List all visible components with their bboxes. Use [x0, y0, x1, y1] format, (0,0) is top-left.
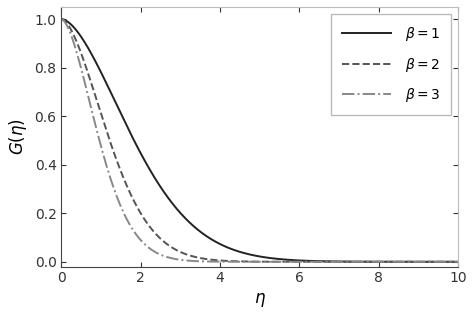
$\beta=3$ — [444, 260, 449, 264]
Legend: $\beta=1$, $\beta=2$, $\beta=3$: $\beta=1$, $\beta=2$, $\beta=3$ — [331, 14, 451, 115]
$\beta=3$ — [456, 260, 461, 264]
$\beta=3$ — [371, 260, 377, 264]
$\beta=3$ — [241, 260, 246, 264]
$\beta=3$ — [444, 260, 449, 264]
$\beta=1$ — [58, 17, 64, 21]
$\beta=3$ — [252, 260, 257, 264]
$\beta=2$ — [444, 260, 449, 264]
$\beta=2$ — [58, 17, 64, 21]
$\beta=2$ — [252, 260, 257, 264]
$\beta=2$ — [456, 260, 461, 264]
$\beta=3$ — [58, 17, 64, 21]
Y-axis label: $G(\eta)$: $G(\eta)$ — [7, 118, 29, 155]
$\beta=1$ — [444, 260, 449, 264]
Line: $\beta=1$: $\beta=1$ — [61, 19, 458, 262]
$\beta=1$ — [79, 36, 84, 40]
$\beta=2$ — [371, 260, 377, 264]
$\beta=2$ — [79, 53, 84, 57]
$\beta=2$ — [241, 259, 246, 263]
Line: $\beta=3$: $\beta=3$ — [61, 19, 458, 262]
$\beta=3$ — [79, 68, 84, 72]
Line: $\beta=2$: $\beta=2$ — [61, 19, 458, 262]
$\beta=1$ — [252, 253, 257, 257]
$\beta=1$ — [444, 260, 449, 264]
$\beta=1$ — [241, 251, 246, 255]
$\beta=1$ — [371, 260, 377, 264]
X-axis label: $\eta$: $\eta$ — [254, 291, 266, 309]
$\beta=2$ — [444, 260, 449, 264]
$\beta=1$ — [456, 260, 461, 264]
